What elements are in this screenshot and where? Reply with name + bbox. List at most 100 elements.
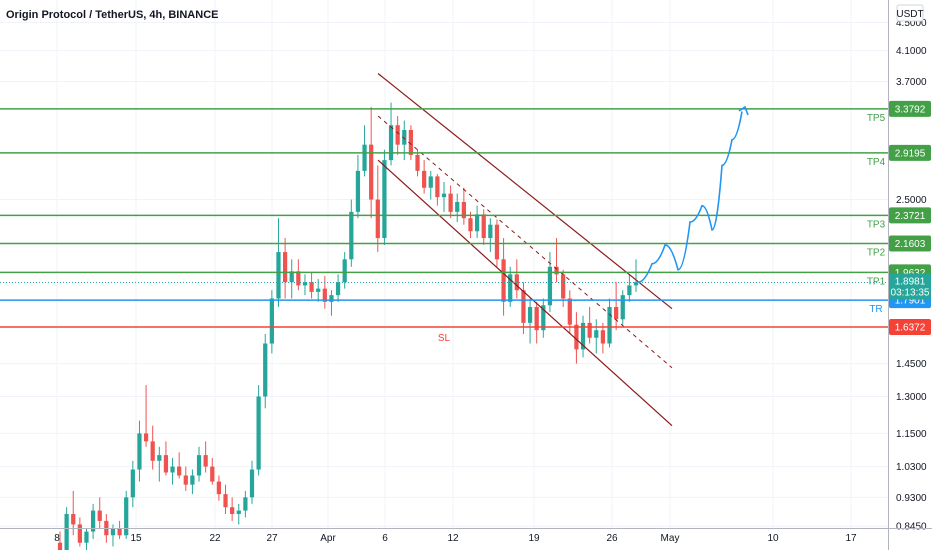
level-label-tp4: TP4 [867,157,886,168]
candle-body [561,274,566,299]
candle-body [117,528,122,536]
candle-body [501,259,506,302]
descending-channel [377,73,673,427]
candle-body [422,170,427,188]
candle-body [554,266,559,275]
candle-body [177,466,182,476]
candle-body [428,176,433,188]
price-tag-tp2[interactable] [889,235,931,252]
candle-body [481,214,486,239]
candle-body [527,306,533,323]
price-tag-text-sl: 1.6372 [895,323,926,334]
y-tick-label: 2.5000 [896,195,927,206]
last-price-value: 1.8981 [895,277,926,288]
currency-badge[interactable] [896,4,924,22]
x-tick-label: 8 [54,533,60,544]
candle-body [488,224,493,239]
projection-arrowhead [738,105,749,116]
candle-body [362,144,367,171]
candle-body [309,282,314,292]
candle-body [296,271,301,286]
candle-body [110,528,116,536]
candle-body [461,201,466,219]
y-tick-label: 1.3000 [896,392,927,403]
x-tick-label: 10 [767,533,779,544]
candle-body [474,214,480,232]
candle-body [375,199,380,239]
candle-body [157,455,162,461]
candle-body [600,330,606,344]
candle-body [395,125,400,145]
candle-body [196,455,202,476]
candle-body [521,290,526,323]
x-tick-label: 17 [845,533,857,544]
candle-body [435,176,440,198]
candle-body [256,396,261,470]
chart-title: Origin Protocol / TetherUS, 4h, BINANCE [6,9,218,21]
candle-body [607,306,612,344]
last-price-tag[interactable] [889,273,931,300]
price-tag-text-tp3: 2.3721 [895,211,926,222]
x-tick-label: 15 [130,533,142,544]
time-axis[interactable]: 8 15 22 27 Apr 6 12 19 26 May 10 17 [0,528,932,545]
candle-body [57,542,63,550]
candle-body [342,259,347,283]
candle-body [183,475,188,485]
countdown-timer: 03:13:35 [891,288,930,299]
candle-body [316,288,321,292]
candle-body [236,510,241,514]
candle-body [534,306,539,331]
price-tag-text-tr: 1.7901 [895,296,926,307]
level-label-tp1: TP1 [867,276,886,287]
candle-body [587,322,592,338]
level-label-tr: TR [869,304,882,315]
candle-body [282,252,288,283]
candle-body [130,469,135,498]
candle-body [415,154,420,171]
candle-body [620,295,625,320]
candle-body [77,524,82,543]
candle-body [614,306,619,320]
candle-body [150,441,155,461]
candlesticks [57,102,639,550]
x-tick-label: 19 [528,533,540,544]
x-tick-label: 12 [447,533,459,544]
price-tag-tp5[interactable] [889,100,931,117]
projection-path [637,105,749,284]
price-tag-tp3[interactable] [889,207,931,224]
x-tick-label: 27 [266,533,278,544]
candle-body [302,282,308,286]
candle-body [580,322,586,350]
x-tick-label: 22 [209,533,221,544]
candle-body [335,282,341,296]
y-tick-label: 1.1500 [896,429,927,440]
candle-body [276,252,281,299]
candle-body [210,466,215,482]
price-axis[interactable]: 4.5000 4.1000 3.7000 2.5000 1.4500 1.3000 1.15… [888,0,932,550]
x-tick-label: 26 [606,533,618,544]
channel-mid-line [377,115,673,369]
candle-body [382,160,387,239]
candle-body [84,531,89,543]
grid [0,0,888,528]
price-tag-tp4[interactable] [889,144,931,161]
candle-body [388,125,394,161]
price-tag-sl[interactable] [889,319,931,336]
candle-body [203,455,208,467]
x-tick-label: Apr [320,533,336,544]
x-tick-label: 6 [382,533,388,544]
candle-body [71,513,76,525]
candle-body [508,274,513,302]
candle-body [289,271,294,283]
candle-body [627,285,632,296]
candle-body [455,201,460,212]
candle-body [163,455,169,473]
y-tick-label: 0.9300 [896,493,927,504]
price-tag-text-tp1: 1.9632 [895,268,926,279]
level-label-sl: SL [438,333,451,344]
candle-body [322,288,327,302]
candle-body [223,494,228,508]
candle-body [243,497,248,511]
